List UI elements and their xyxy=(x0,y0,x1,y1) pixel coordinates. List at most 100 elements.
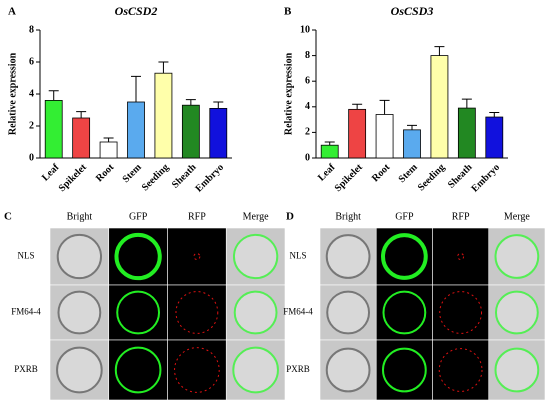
column-label: Bright xyxy=(335,211,361,222)
micro-image xyxy=(167,339,227,401)
gfp-signal xyxy=(116,290,161,335)
micro-image xyxy=(375,227,433,286)
chart-title: OsCSD3 xyxy=(391,4,434,18)
x-tick-label: Seeding xyxy=(140,162,171,193)
error-bar xyxy=(131,75,141,102)
error-bar xyxy=(185,99,196,106)
rfp-signal xyxy=(193,253,201,260)
cell-outline xyxy=(56,346,103,394)
rfp-signal xyxy=(174,347,220,393)
rfp-signal xyxy=(439,291,483,334)
row-label: NLS xyxy=(17,251,34,261)
error-bar xyxy=(48,90,59,101)
bar xyxy=(348,108,367,159)
y-tick-label: 6 xyxy=(29,56,34,67)
x-tick-label: Root xyxy=(94,162,117,185)
cell-outline xyxy=(326,290,371,335)
bar xyxy=(457,107,476,159)
bar xyxy=(209,108,228,159)
error-bar xyxy=(379,99,390,115)
x-tick-label: Stem xyxy=(121,162,145,186)
row-label: FM64-4 xyxy=(11,307,41,317)
bar xyxy=(181,104,200,159)
merge-signal xyxy=(232,346,279,394)
merge-signal xyxy=(494,347,540,393)
error-bar xyxy=(489,112,500,118)
bar xyxy=(44,100,63,159)
bar xyxy=(154,72,173,159)
merge-signal xyxy=(233,290,278,335)
x-tick-label: Leaf xyxy=(40,162,62,184)
merge-signal xyxy=(494,234,540,279)
y-tick-label: 8 xyxy=(305,50,310,61)
column-label: Merge xyxy=(504,211,530,222)
x-tick-label: Embryo xyxy=(470,162,503,195)
merge-signal xyxy=(494,290,539,335)
micro-image xyxy=(375,339,433,401)
micro-image xyxy=(432,284,490,341)
gfp-signal xyxy=(114,232,162,281)
row-label: NLS xyxy=(289,251,306,261)
y-axis-label: Relative expression xyxy=(283,52,294,135)
x-tick-label: Leaf xyxy=(316,162,338,184)
cell-outline xyxy=(56,233,103,280)
x-tick-label: Seeding xyxy=(416,162,447,193)
cell-outline xyxy=(325,234,371,279)
y-tick-label: 2 xyxy=(29,120,34,131)
row-label: FM64-4 xyxy=(283,307,313,317)
y-tick-label: 2 xyxy=(305,127,310,138)
cell-outline xyxy=(325,347,371,393)
x-tick-label: Embryo xyxy=(194,162,227,195)
column-label: Merge xyxy=(243,211,269,222)
error-bar xyxy=(213,101,224,109)
micro-image xyxy=(432,339,490,401)
x-tick-label: Stem xyxy=(397,162,421,186)
merge-signal xyxy=(232,233,279,280)
row-label: PXRB xyxy=(286,364,310,374)
bar xyxy=(127,101,145,159)
x-tick-label: Root xyxy=(370,162,393,185)
y-tick-label: 10 xyxy=(300,24,310,35)
panel-label: D xyxy=(286,211,294,223)
x-tick-label: Spikelet xyxy=(333,161,366,194)
chart-title: OsCSD2 xyxy=(115,4,158,18)
error-bar xyxy=(434,46,445,56)
column-label: RFP xyxy=(452,211,470,222)
row-label: PXRB xyxy=(14,364,38,374)
cell-outline xyxy=(57,290,102,335)
bar xyxy=(72,117,91,159)
y-tick-label: 4 xyxy=(29,88,34,99)
error-bar xyxy=(76,111,87,118)
rfp-signal xyxy=(457,253,465,260)
y-tick-label: 6 xyxy=(305,75,310,86)
error-bar xyxy=(461,98,472,109)
error-bar xyxy=(352,103,363,110)
bar xyxy=(99,141,118,159)
y-tick-label: 0 xyxy=(305,152,310,163)
gfp-signal xyxy=(382,290,427,335)
panel-label: A xyxy=(8,6,16,18)
gfp-signal xyxy=(114,346,162,394)
micro-image xyxy=(167,227,227,286)
bar xyxy=(375,114,394,159)
bar xyxy=(403,129,421,159)
micro-image xyxy=(432,227,490,286)
bar xyxy=(485,116,504,159)
micro-image xyxy=(375,284,433,341)
panel-label: B xyxy=(284,6,292,18)
y-tick-label: 8 xyxy=(29,24,34,35)
micro-image xyxy=(108,284,168,341)
rfp-signal xyxy=(175,291,219,334)
column-label: Bright xyxy=(67,211,93,222)
y-axis-label: Relative expression xyxy=(7,52,18,135)
bar xyxy=(320,144,339,159)
error-bar xyxy=(324,141,335,146)
bar xyxy=(430,55,449,159)
gfp-signal xyxy=(382,347,427,393)
rfp-signal xyxy=(438,348,483,392)
error-bar xyxy=(103,137,114,142)
error-bar xyxy=(407,124,417,130)
error-bar xyxy=(158,61,169,74)
column-label: GFP xyxy=(129,211,148,222)
